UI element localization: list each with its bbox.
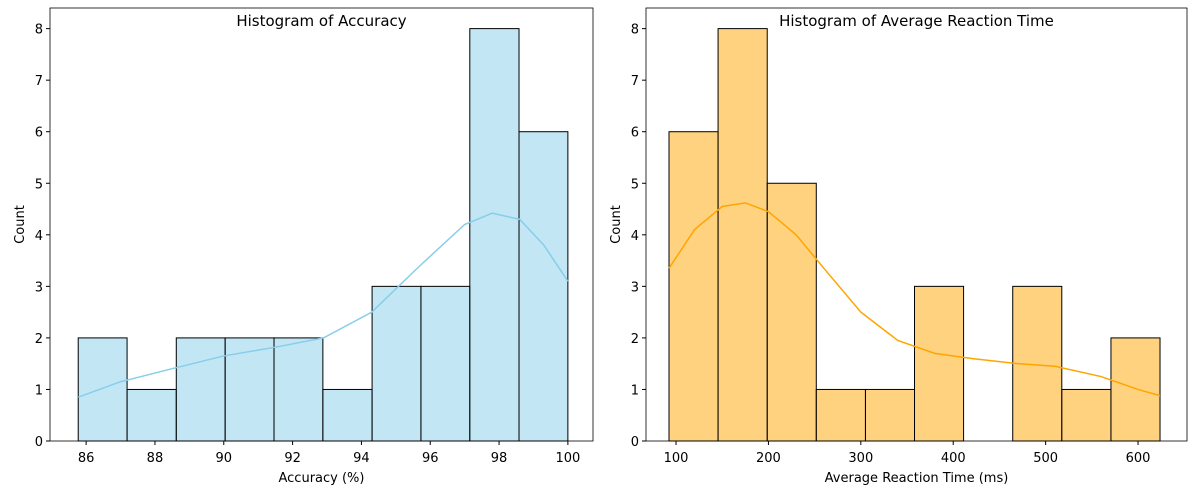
- x-tick-label: 88: [147, 451, 164, 466]
- y-tick-label: 0: [631, 435, 639, 450]
- x-tick-label: 200: [756, 451, 781, 466]
- y-tick-label: 8: [631, 23, 639, 38]
- bar: [815, 388, 866, 442]
- bar: [864, 388, 916, 442]
- bar: [224, 337, 275, 442]
- x-tick-label: 100: [664, 451, 689, 466]
- x-tick-label: 100: [555, 451, 580, 466]
- bar: [420, 285, 471, 442]
- x-tick-label: 92: [284, 451, 301, 466]
- y-tick-label: 6: [35, 126, 43, 141]
- x-tick-label: 98: [491, 451, 508, 466]
- bar: [1061, 388, 1112, 442]
- x-axis-label: Average Reaction Time (ms): [825, 471, 1009, 486]
- chart-title: Histogram of Accuracy: [236, 12, 406, 30]
- y-tick-label: 3: [631, 280, 639, 295]
- bar: [77, 337, 128, 442]
- bar: [766, 182, 817, 442]
- bar: [668, 131, 719, 442]
- bar: [371, 285, 422, 442]
- bar: [518, 131, 569, 442]
- x-tick-label: 96: [422, 451, 439, 466]
- y-tick-label: 5: [35, 177, 43, 192]
- y-tick-label: 7: [631, 74, 639, 89]
- chart-title: Histogram of Average Reaction Time: [779, 12, 1054, 30]
- kde-line: [668, 202, 1161, 397]
- bar: [175, 337, 226, 442]
- x-tick-label: 400: [941, 451, 966, 466]
- bar: [126, 388, 177, 442]
- y-tick-label: 8: [35, 23, 43, 38]
- y-tick-label: 4: [631, 229, 639, 244]
- bar: [322, 388, 373, 442]
- y-tick-label: 5: [631, 177, 639, 192]
- bar: [914, 285, 965, 442]
- x-tick-label: 94: [353, 451, 370, 466]
- y-tick-label: 1: [631, 383, 639, 398]
- y-tick-label: 6: [631, 126, 639, 141]
- y-axis-label: Count: [13, 205, 28, 244]
- x-tick-label: 300: [848, 451, 873, 466]
- bar: [469, 28, 520, 442]
- x-tick-label: 90: [216, 451, 233, 466]
- x-tick-label: 86: [78, 451, 95, 466]
- bar: [1110, 337, 1161, 442]
- y-tick-label: 2: [35, 332, 43, 347]
- y-tick-label: 7: [35, 74, 43, 89]
- axes-frame: [645, 7, 1188, 442]
- x-tick-label: 600: [1126, 451, 1151, 466]
- kde-line: [77, 212, 569, 398]
- bar: [273, 337, 324, 442]
- axes-frame: [49, 7, 594, 442]
- y-tick-label: 1: [35, 383, 43, 398]
- y-tick-label: 3: [35, 280, 43, 295]
- y-tick-label: 2: [631, 332, 639, 347]
- y-tick-label: 0: [35, 435, 43, 450]
- x-axis-label: Accuracy (%): [279, 471, 365, 486]
- y-axis-label: Count: [609, 205, 624, 244]
- x-tick-label: 500: [1033, 451, 1058, 466]
- y-tick-label: 4: [35, 229, 43, 244]
- bar: [717, 28, 768, 442]
